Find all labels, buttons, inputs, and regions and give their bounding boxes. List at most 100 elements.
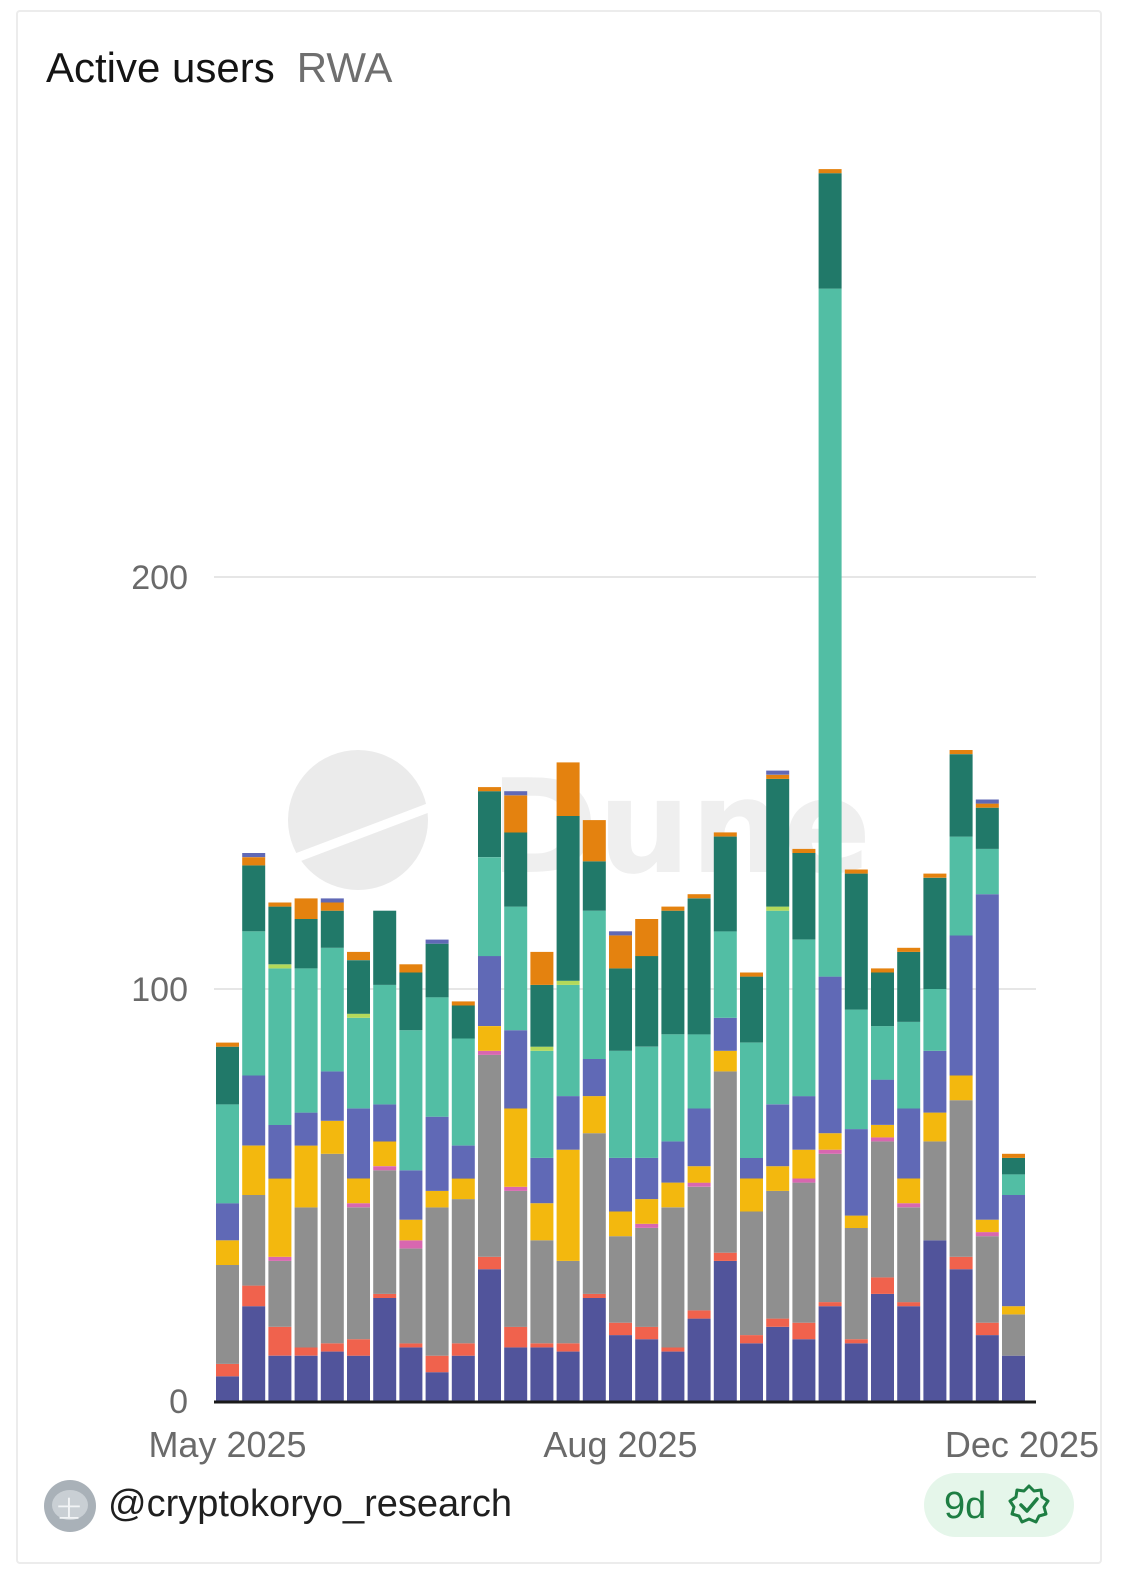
bar-segment[interactable] (687, 1034, 711, 1109)
bar-group[interactable] (425, 939, 449, 1401)
bar-segment[interactable] (844, 1215, 868, 1228)
bar-segment[interactable] (530, 1343, 554, 1348)
bar-segment[interactable] (975, 803, 999, 808)
bar-segment[interactable] (294, 1355, 318, 1401)
bar-segment[interactable] (347, 1108, 370, 1179)
bar-segment[interactable] (425, 943, 449, 998)
bar-segment[interactable] (556, 816, 580, 981)
bar-segment[interactable] (949, 1269, 973, 1401)
bar-segment[interactable] (582, 820, 606, 862)
bar-segment[interactable] (242, 931, 266, 1076)
bar-segment[interactable] (844, 1129, 868, 1216)
bar-group[interactable] (582, 820, 606, 1401)
bar-segment[interactable] (320, 898, 344, 903)
bar-segment[interactable] (425, 1116, 449, 1191)
bar-segment[interactable] (740, 1335, 763, 1344)
bar-segment[interactable] (425, 1355, 449, 1373)
bar-segment[interactable] (425, 1207, 449, 1356)
bar-segment[interactable] (766, 906, 790, 911)
bar-segment[interactable] (478, 1026, 501, 1051)
author-avatar[interactable] (44, 1480, 96, 1532)
bar-segment[interactable] (320, 1120, 344, 1154)
bar-segment[interactable] (268, 1256, 292, 1261)
bar-segment[interactable] (897, 1178, 921, 1204)
bar-segment[interactable] (923, 989, 947, 1051)
bar-group[interactable] (949, 750, 973, 1401)
bar-segment[interactable] (844, 873, 868, 1010)
bar-segment[interactable] (399, 1170, 423, 1220)
bar-segment[interactable] (216, 1203, 239, 1241)
bar-segment[interactable] (766, 770, 790, 775)
bar-segment[interactable] (844, 869, 868, 874)
bar-segment[interactable] (530, 1347, 554, 1401)
bar-group[interactable] (504, 791, 528, 1401)
bar-segment[interactable] (216, 1042, 239, 1047)
bar-segment[interactable] (713, 836, 737, 932)
bar-segment[interactable] (556, 980, 580, 985)
bar-segment[interactable] (792, 848, 816, 853)
bar-segment[interactable] (766, 1104, 790, 1167)
bar-segment[interactable] (949, 935, 973, 1076)
bar-segment[interactable] (451, 1178, 475, 1200)
bar-group[interactable] (216, 1042, 239, 1401)
bar-segment[interactable] (478, 857, 501, 957)
bar-group[interactable] (740, 972, 763, 1402)
bar-segment[interactable] (949, 750, 973, 755)
bar-segment[interactable] (556, 1351, 580, 1401)
bar-segment[interactable] (609, 935, 632, 969)
bar-group[interactable] (923, 873, 947, 1401)
bar-segment[interactable] (373, 1166, 397, 1171)
bar-segment[interactable] (949, 836, 973, 936)
bar-segment[interactable] (451, 1005, 475, 1039)
bar-segment[interactable] (530, 951, 554, 985)
bar-segment[interactable] (923, 877, 947, 989)
bar-segment[interactable] (451, 1038, 475, 1146)
bar-segment[interactable] (635, 956, 659, 1047)
bar-segment[interactable] (556, 1149, 580, 1261)
bar-segment[interactable] (347, 1017, 370, 1109)
bar-segment[interactable] (713, 832, 737, 837)
bar-segment[interactable] (740, 1211, 763, 1336)
bar-group[interactable] (320, 898, 344, 1401)
bar-segment[interactable] (871, 1137, 894, 1142)
bar-segment[interactable] (792, 1322, 816, 1340)
bar-segment[interactable] (556, 762, 580, 816)
bar-segment[interactable] (373, 984, 397, 1105)
bar-segment[interactable] (347, 1013, 370, 1018)
bar-segment[interactable] (294, 898, 318, 919)
bar-segment[interactable] (871, 1125, 894, 1138)
bar-segment[interactable] (871, 1277, 894, 1294)
bar-segment[interactable] (609, 1236, 632, 1323)
bar-segment[interactable] (687, 1310, 711, 1319)
bar-segment[interactable] (713, 1252, 737, 1261)
bar-segment[interactable] (268, 1178, 292, 1257)
bar-segment[interactable] (294, 1112, 318, 1146)
bar-group[interactable] (294, 898, 318, 1401)
bar-segment[interactable] (661, 1351, 685, 1401)
bar-segment[interactable] (635, 1339, 659, 1401)
bar-segment[interactable] (478, 1054, 501, 1257)
bar-segment[interactable] (294, 1145, 318, 1208)
bar-segment[interactable] (609, 1211, 632, 1237)
bar-group[interactable] (1002, 1153, 1025, 1401)
bar-segment[interactable] (373, 1298, 397, 1401)
bar-group[interactable] (661, 906, 685, 1401)
bar-segment[interactable] (1002, 1355, 1025, 1401)
bar-segment[interactable] (268, 1326, 292, 1356)
bar-segment[interactable] (530, 1203, 554, 1241)
bar-segment[interactable] (766, 1318, 790, 1327)
bar-group[interactable] (871, 968, 894, 1401)
bar-group[interactable] (399, 964, 423, 1401)
bar-segment[interactable] (373, 1104, 397, 1142)
bar-segment[interactable] (713, 1050, 737, 1072)
bar-segment[interactable] (216, 1240, 239, 1265)
bar-segment[interactable] (556, 1096, 580, 1150)
bar-segment[interactable] (713, 1260, 737, 1401)
bar-segment[interactable] (687, 1166, 711, 1183)
bar-segment[interactable] (347, 1178, 370, 1204)
bar-segment[interactable] (242, 857, 266, 866)
bar-segment[interactable] (556, 1343, 580, 1352)
bar-group[interactable] (530, 951, 554, 1401)
bar-segment[interactable] (347, 1339, 370, 1356)
bar-segment[interactable] (818, 1153, 842, 1303)
